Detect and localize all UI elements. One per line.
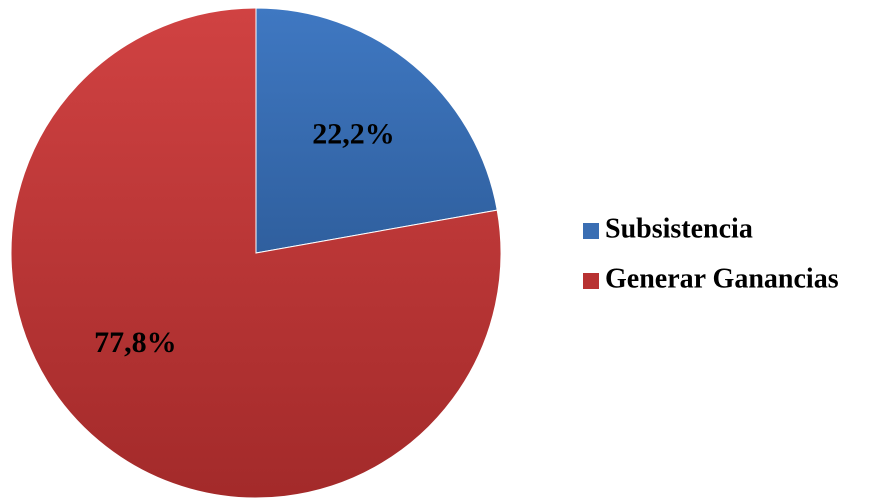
data-label-generar-ganancias: 77,8%: [94, 326, 177, 359]
data-label-subsistencia: 22,2%: [312, 117, 395, 150]
legend-label-generar-ganancias: Generar Ganancias: [605, 263, 839, 294]
pie-slices: [10, 7, 502, 499]
pie-slice-generar-ganancias: [10, 7, 502, 499]
pie-slice-subsistencia: [255, 7, 498, 254]
legend-swatch-subsistencia: [583, 223, 599, 239]
chart-legend: Subsistencia Generar Ganancias: [583, 213, 839, 294]
pie-data-labels: 22,2% 77,8%: [94, 117, 395, 359]
legend-swatch-generar-ganancias: [583, 273, 599, 289]
legend-label-subsistencia: Subsistencia: [605, 213, 753, 244]
